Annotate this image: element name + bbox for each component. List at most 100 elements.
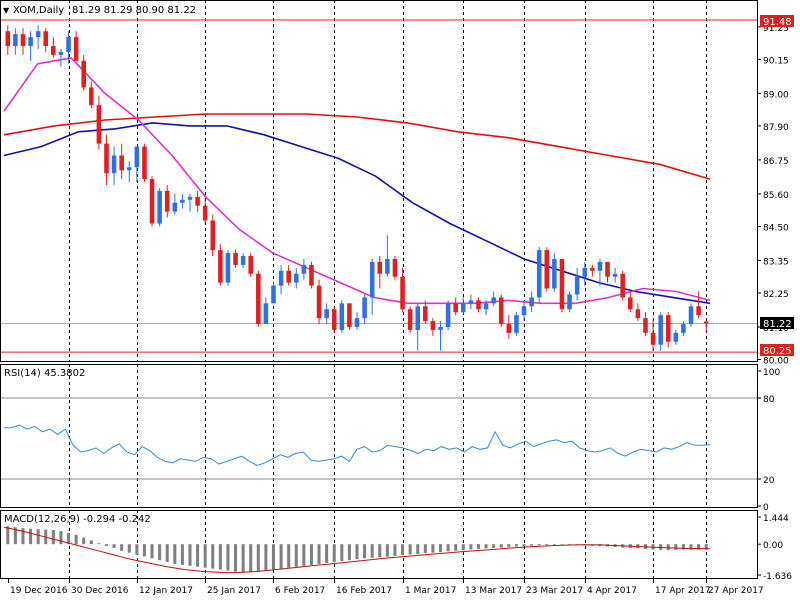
candle-body	[35, 31, 41, 38]
candle-body	[673, 332, 679, 342]
candle-body	[369, 261, 375, 298]
vertical-gridlines	[69, 0, 707, 579]
candle-body	[491, 297, 496, 304]
candle-body	[202, 205, 208, 221]
chart-menu-arrow-icon[interactable]: ▼	[3, 6, 10, 15]
candle-body	[362, 297, 367, 319]
rsi-axis-label: 100	[763, 368, 780, 378]
candle	[514, 312, 519, 336]
macd-histogram-bar	[340, 544, 344, 562]
price-axis-label: 86.75	[763, 157, 789, 167]
candle	[104, 134, 109, 186]
candle	[111, 146, 117, 186]
macd-histogram-bar	[659, 544, 663, 550]
candle-body	[612, 273, 618, 277]
macd-histogram-bar	[552, 544, 556, 545]
macd-histogram-bar	[226, 544, 230, 571]
candle	[286, 264, 291, 286]
candle	[149, 176, 155, 227]
price-axis-label: 90.15	[763, 56, 789, 66]
candle-body	[89, 87, 94, 106]
macd-histogram-bar	[317, 544, 321, 564]
candle-body	[628, 297, 633, 310]
candle-body	[430, 321, 436, 330]
candle	[126, 161, 132, 183]
rsi-panel	[1, 397, 757, 480]
candle-body	[453, 303, 458, 313]
macd-histogram-bar	[264, 544, 268, 571]
candle	[263, 297, 269, 325]
candle-body	[324, 309, 329, 319]
candle-body	[347, 303, 352, 327]
candle-body	[134, 146, 140, 168]
macd-histogram-bar	[97, 543, 101, 545]
macd-histogram-bar	[112, 544, 116, 548]
macd-histogram-bar	[279, 544, 283, 569]
candle	[521, 300, 527, 322]
time-axis-label: 16 Feb 2017	[336, 586, 392, 596]
candle	[134, 146, 140, 183]
candle	[293, 267, 299, 289]
candle	[552, 253, 557, 292]
macd-histogram-bar	[82, 537, 86, 545]
macd-panel	[3, 526, 711, 573]
candle-body	[13, 34, 18, 47]
macd-histogram-bar	[454, 544, 458, 551]
candle	[164, 185, 170, 218]
candle	[195, 190, 200, 212]
price-axis-label: 91.25	[763, 24, 789, 34]
macd-histogram-bar	[689, 544, 693, 550]
candle-body	[529, 297, 534, 307]
macd-signal-line	[3, 526, 711, 573]
candle	[256, 270, 261, 327]
candle-body	[620, 273, 625, 298]
candle-body	[385, 258, 390, 274]
candle	[453, 297, 458, 316]
macd-histogram-bar	[484, 544, 488, 549]
candle	[377, 256, 383, 289]
macd-histogram-bar	[188, 544, 192, 566]
candle	[574, 267, 580, 301]
candle	[400, 267, 405, 313]
candle-body	[149, 179, 155, 224]
candle	[119, 143, 124, 180]
candle-body	[650, 332, 656, 345]
candle	[180, 193, 185, 209]
candle	[157, 187, 162, 227]
candle-body	[552, 258, 557, 289]
candle	[476, 297, 481, 313]
candle-body	[521, 306, 527, 316]
rsi-axis-label: 0	[763, 503, 769, 513]
candle-body	[309, 264, 314, 286]
candle-body	[225, 253, 231, 283]
candle	[271, 282, 276, 304]
candle-body	[415, 306, 421, 330]
upper-level-tag: 91.48	[763, 17, 792, 28]
candle	[316, 279, 322, 325]
rsi-panel-frame	[0, 364, 758, 508]
macd-histogram-bar	[218, 544, 222, 570]
candle	[673, 329, 679, 345]
symbol-label: XOM,Daily	[13, 5, 64, 16]
candle-body	[51, 46, 56, 55]
macd-histogram-bar	[29, 528, 33, 545]
candle-body	[445, 303, 451, 327]
candle	[142, 143, 147, 183]
candle	[628, 291, 633, 313]
macd-histogram-bar	[568, 544, 572, 545]
ohlc-label: 81.29 81.29 80.90 81.22	[72, 5, 196, 16]
candle	[218, 244, 223, 286]
macd-histogram-bar	[537, 544, 541, 546]
current-price-tag-bg	[760, 317, 794, 329]
price-axis-label: 89.00	[763, 90, 789, 100]
macd-histogram-bar	[142, 544, 146, 557]
macd-histogram-bar	[431, 544, 435, 553]
candle-body	[468, 300, 474, 304]
macd-histogram-bar	[234, 544, 238, 572]
candle	[559, 258, 565, 313]
candle	[202, 199, 208, 224]
candle-body	[658, 315, 663, 345]
candle-body	[688, 306, 694, 325]
candle	[438, 321, 443, 351]
